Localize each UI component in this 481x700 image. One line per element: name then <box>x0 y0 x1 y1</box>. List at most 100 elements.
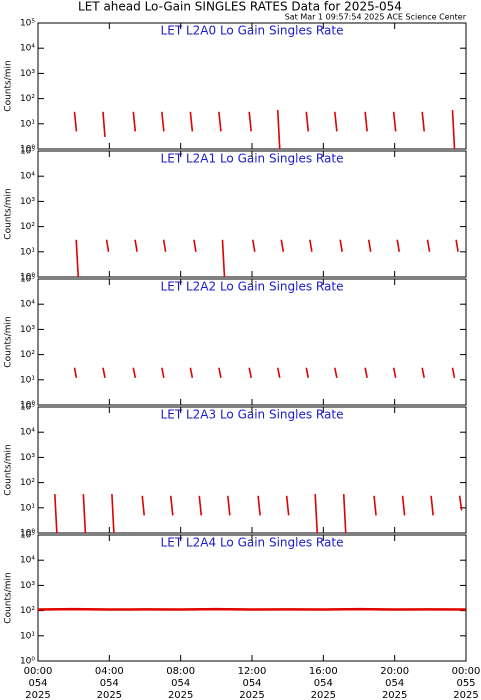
y-axis-label: Counts/min <box>4 572 14 623</box>
y-tick-label: 10⁴ <box>20 428 35 438</box>
x-tick-label: 2025 <box>453 690 478 700</box>
chart-subtitle: Sat Mar 1 09:57:54 2025 ACE Science Cent… <box>285 13 467 22</box>
y-tick-label: 10³ <box>20 197 35 207</box>
spike <box>285 495 290 516</box>
y-tick-label: 10³ <box>20 69 35 79</box>
x-tick-label: 2025 <box>97 690 122 700</box>
spike <box>392 111 397 132</box>
y-tick-label: 10¹ <box>20 503 35 513</box>
spike <box>451 110 456 150</box>
spike <box>342 494 347 534</box>
x-tick-label: 054 <box>314 678 333 689</box>
spike <box>364 111 368 132</box>
panel-frame <box>37 22 467 150</box>
spike <box>305 367 310 378</box>
y-tick-label: 10⁴ <box>20 44 35 54</box>
x-tick-label: 20:00 <box>380 666 409 677</box>
spike <box>276 110 281 150</box>
spike <box>132 111 137 132</box>
spike <box>218 367 222 378</box>
spike <box>189 367 194 378</box>
spike <box>421 111 425 132</box>
panel-frame <box>37 150 467 278</box>
spike <box>161 111 165 132</box>
y-tick-label: 10⁰ <box>20 657 35 667</box>
y-tick-label: 10² <box>20 606 35 616</box>
spike <box>193 239 197 252</box>
spike <box>189 111 194 132</box>
x-tick-label: 00:00 <box>452 666 481 677</box>
panel-title: LET L2A3 Lo Gain Singles Rate <box>161 408 344 422</box>
spike <box>421 367 425 378</box>
x-tick-label: 054 <box>100 678 119 689</box>
x-tick-label: 16:00 <box>309 666 338 677</box>
x-tick-label: 04:00 <box>95 666 124 677</box>
spike <box>367 239 372 252</box>
spike <box>430 495 434 516</box>
spike <box>198 495 203 516</box>
y-tick-label: 10¹ <box>20 631 35 641</box>
spike <box>426 239 431 252</box>
x-tick-label: 2025 <box>311 690 336 700</box>
x-tick-label: 054 <box>28 678 47 689</box>
spike <box>102 111 106 138</box>
panel-frame <box>37 534 467 662</box>
panel-title: LET L2A0 Lo Gain Singles Rate <box>161 24 344 38</box>
spike <box>227 495 231 516</box>
y-tick-label: 10⁰ <box>20 273 35 283</box>
spike <box>105 239 110 252</box>
spike <box>54 494 58 534</box>
y-tick-label: 10⁴ <box>20 556 35 566</box>
y-axis-label: Counts/min <box>4 444 14 495</box>
y-axis-label: Counts/min <box>4 188 14 239</box>
panel-frame <box>37 406 467 534</box>
y-tick-label: 10¹ <box>20 375 35 385</box>
x-tick-label: 2025 <box>25 690 50 700</box>
y-tick-label: 10⁰ <box>20 529 35 539</box>
y-tick-label: 10⁵ <box>20 19 35 29</box>
spike <box>132 367 137 378</box>
y-tick-label: 10² <box>20 94 35 104</box>
x-tick-label: 2025 <box>382 690 407 700</box>
spike <box>373 495 377 516</box>
chart-title: LET ahead Lo-Gain SINGLES RATES Data for… <box>78 0 402 14</box>
spike <box>339 239 343 252</box>
y-tick-label: 10⁰ <box>20 401 35 411</box>
y-tick-label: 10⁴ <box>20 300 35 310</box>
spike <box>280 239 285 252</box>
spike <box>134 239 138 252</box>
x-tick-label: 054 <box>385 678 404 689</box>
x-tick-label: 12:00 <box>238 666 267 677</box>
y-tick-label: 10⁵ <box>20 275 35 285</box>
y-tick-label: 10³ <box>20 325 35 335</box>
spike <box>221 239 226 278</box>
spike <box>396 239 401 252</box>
x-tick-label: 00:00 <box>24 666 53 677</box>
y-tick-label: 10⁵ <box>20 531 35 541</box>
spike <box>455 239 459 252</box>
spike <box>82 494 87 534</box>
panel-title: LET L2A4 Lo Gain Singles Rate <box>161 536 344 550</box>
spike <box>364 367 368 378</box>
y-axis-label: Counts/min <box>4 60 14 111</box>
spike <box>73 367 78 378</box>
y-tick-label: 10² <box>20 350 35 360</box>
y-tick-label: 10¹ <box>20 247 35 257</box>
spike <box>162 239 167 252</box>
spike <box>334 111 338 132</box>
spike <box>161 367 165 378</box>
spike <box>257 495 261 516</box>
y-tick-label: 10¹ <box>20 119 35 129</box>
spike <box>276 367 281 378</box>
spike <box>73 111 78 132</box>
panel-title: LET L2A1 Lo Gain Singles Rate <box>161 152 344 166</box>
spike <box>169 495 174 516</box>
spike <box>334 367 338 378</box>
spike <box>401 495 406 516</box>
y-axis-label: Counts/min <box>4 316 14 367</box>
spike <box>102 367 106 378</box>
panel-frame <box>37 278 467 406</box>
spike <box>251 239 256 252</box>
y-tick-label: 10³ <box>20 581 35 591</box>
